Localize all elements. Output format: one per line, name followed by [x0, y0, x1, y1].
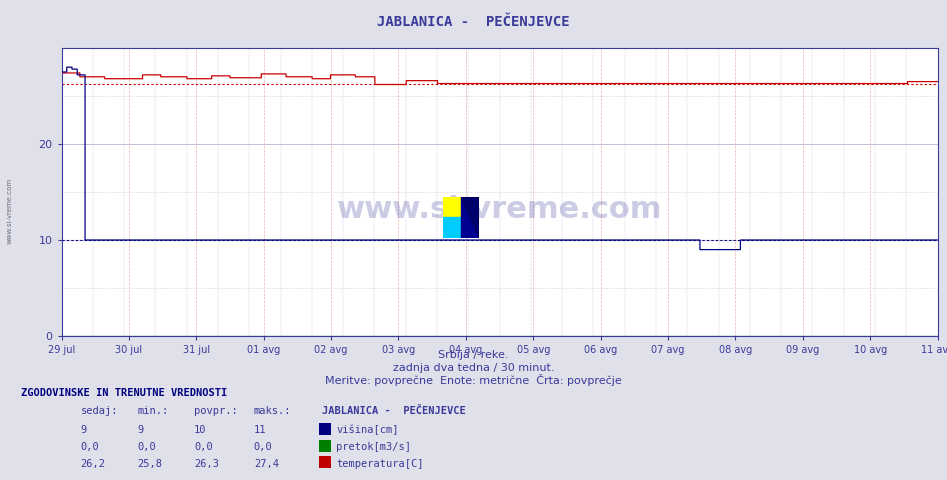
Text: min.:: min.: [137, 406, 169, 416]
Text: 0,0: 0,0 [194, 442, 213, 452]
Bar [443, 197, 461, 217]
Text: 10: 10 [194, 425, 206, 435]
Text: 26,3: 26,3 [194, 459, 219, 469]
Text: zadnja dva tedna / 30 minut.: zadnja dva tedna / 30 minut. [393, 362, 554, 372]
Bar [443, 217, 461, 238]
Text: 9: 9 [80, 425, 87, 435]
Text: www.si-vreme.com: www.si-vreme.com [337, 195, 662, 224]
Text: 26,2: 26,2 [80, 459, 105, 469]
Text: 0,0: 0,0 [137, 442, 156, 452]
Text: 11: 11 [254, 425, 266, 435]
Text: ZGODOVINSKE IN TRENUTNE VREDNOSTI: ZGODOVINSKE IN TRENUTNE VREDNOSTI [21, 388, 227, 398]
Text: sedaj:: sedaj: [80, 406, 118, 416]
Text: višina[cm]: višina[cm] [336, 425, 399, 435]
Text: JABLANICA -  PEČENJEVCE: JABLANICA - PEČENJEVCE [322, 406, 466, 416]
Text: 9: 9 [137, 425, 144, 435]
Text: povpr.:: povpr.: [194, 406, 238, 416]
Text: 0,0: 0,0 [254, 442, 273, 452]
Text: JABLANICA -  PEČENJEVCE: JABLANICA - PEČENJEVCE [377, 14, 570, 29]
Text: Srbija / reke.: Srbija / reke. [438, 349, 509, 360]
Text: temperatura[C]: temperatura[C] [336, 459, 423, 469]
Bar [461, 197, 479, 238]
Polygon shape [461, 197, 479, 238]
Text: 27,4: 27,4 [254, 459, 278, 469]
Text: pretok[m3/s]: pretok[m3/s] [336, 442, 411, 452]
Text: maks.:: maks.: [254, 406, 292, 416]
Text: Meritve: povprečne  Enote: metrične  Črta: povprečje: Meritve: povprečne Enote: metrične Črta:… [325, 373, 622, 385]
Text: www.si-vreme.com: www.si-vreme.com [7, 178, 12, 244]
Text: 0,0: 0,0 [80, 442, 99, 452]
Text: 25,8: 25,8 [137, 459, 162, 469]
